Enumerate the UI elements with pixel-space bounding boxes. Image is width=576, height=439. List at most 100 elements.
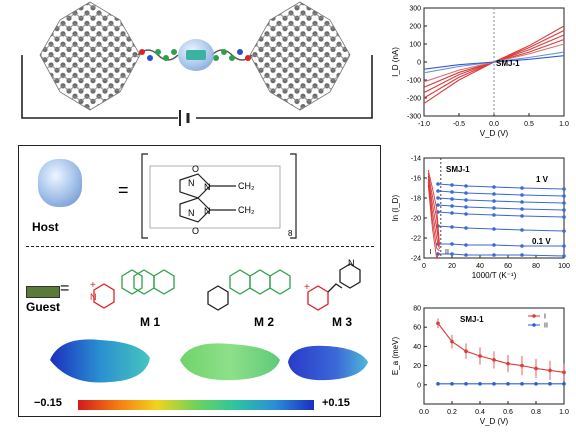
y-tick-label: -18 [411,196,421,203]
guest-label: Guest [26,300,61,314]
data-point [548,368,552,373]
annotation-1v: 1 V [536,175,549,184]
guest-core [186,50,206,60]
m3-N: N [348,258,355,268]
x-axis-label: V_D (V) [480,417,509,426]
data-point [464,184,468,188]
atom-N4: N [204,206,211,216]
y-tick-label: -100 [407,78,421,85]
data-point [450,225,454,229]
data-point [520,214,524,218]
data-point [520,244,524,248]
x-tick-label: 100 [558,263,570,270]
x-tick-label: 20 [448,263,456,270]
regime-I: I [430,249,432,256]
series-line [437,225,565,232]
data-point [492,206,496,210]
x-tick-label: 0.5 [524,121,534,128]
y-tick-label: 60 [413,325,421,332]
data-point [520,363,524,368]
data-point [492,213,496,217]
data-point [492,253,496,257]
group-CH2-2: CH₂ [238,205,255,215]
host-guest-panel [18,145,381,417]
data-point [464,205,468,209]
host-icon [38,159,82,207]
series-line [437,323,565,373]
data-point [450,382,454,386]
data-point [492,199,496,203]
data-point [464,191,468,195]
group-CH2-1: CH₂ [238,181,255,191]
data-point [436,196,440,200]
y-tick-label: -14 [411,156,421,163]
regime-I-curve [427,172,440,246]
data-point [520,186,524,190]
data-point [464,226,468,230]
data-point [562,194,566,198]
data-point [450,252,454,256]
legend-marker [532,323,536,327]
data-point [534,366,538,371]
x-axis-label: V_D (V) [480,129,509,138]
x-tick-label: 0.0 [419,409,429,416]
plot-frame [423,157,565,259]
data-point [464,382,468,386]
data-point [450,339,454,344]
chart-arrhenius: 0 20 40 60 80 100 -14 -16 -18 -20 -22 -24 1000/T (K⁻… [391,156,570,281]
colorbar-min: −0.15 [34,397,62,409]
data-point [562,215,566,219]
chart-title: SMJ-1 [496,59,520,68]
data-point [520,200,524,204]
m1-label: M 1 [140,315,160,329]
series-line [437,190,565,197]
m2-label: M 2 [254,315,274,329]
atom-O2: O [192,226,199,236]
m1-N: N [90,292,97,302]
guest-equals: = [60,280,70,297]
series-line [437,204,565,211]
legend-marker [532,314,536,318]
series-line [437,183,565,190]
x-tick-label: 0 [422,263,426,270]
host-subscript: 8 [288,229,293,238]
circuit-wire [21,55,373,119]
data-point [562,187,566,191]
data-point [562,244,566,248]
x-tick-label: 80 [532,263,540,270]
y-tick-label: 100 [409,42,421,49]
data-point [492,185,496,189]
regime-I-curve [427,169,440,244]
x-tick-label: 0.2 [447,409,457,416]
y-tick-label: 20 [413,363,421,370]
data-point [464,349,468,353]
y-tick-label: 0 [417,382,421,389]
annotation-01v: 0.1 V [532,237,551,246]
data-point [478,382,482,386]
y-tick-label: 300 [409,6,421,13]
chart-title: SMJ-1 [446,165,470,174]
atom-N3: N [188,208,195,218]
data-point [492,243,496,247]
graphene-right [249,1,351,111]
regime-I-curve [427,178,440,250]
data-point [520,382,524,386]
data-point [562,229,566,233]
atom-O1: O [192,164,199,174]
x-tick-label: -1.0 [418,121,430,128]
y-tick-label: -200 [407,96,421,103]
chart-activation: 0.0 0.2 0.4 0.6 0.8 1.0 0 20 40 60 80 V_D (V) E_a (m… [391,306,569,427]
data-point [450,204,454,208]
guest-rod-icon [26,286,60,298]
x-tick-label: 0.4 [475,409,485,416]
data-point [464,243,468,247]
regime-II: II [445,249,449,256]
data-point [450,242,454,246]
x-tick-label: 0.6 [503,409,513,416]
legend-label: I [544,314,546,321]
regime-I-curve [427,175,440,248]
plot-frame [423,307,565,405]
colorbar [78,400,314,410]
m3-plus: + [304,282,310,293]
x-tick-label: 0.0 [489,121,499,128]
